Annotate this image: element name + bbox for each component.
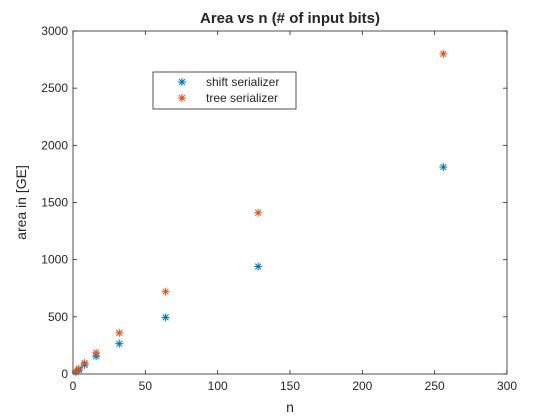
data-point bbox=[80, 359, 89, 368]
x-tick-label: 50 bbox=[139, 379, 153, 393]
y-axis-ticks: 0 500 1000 1500 2000 2500 3000 bbox=[41, 24, 507, 381]
data-points bbox=[71, 49, 448, 377]
x-axis-ticks: 0 50 100 150 200 250 300 bbox=[70, 31, 517, 393]
chart-title: Area vs n (# of input bits) bbox=[200, 10, 380, 27]
x-tick-label: 300 bbox=[497, 379, 517, 393]
data-point bbox=[92, 348, 101, 357]
y-tick-label: 2500 bbox=[41, 81, 68, 95]
legend-marker bbox=[178, 94, 186, 102]
data-point bbox=[115, 328, 124, 337]
data-point bbox=[161, 313, 170, 322]
y-tick-label: 0 bbox=[61, 367, 68, 381]
x-axis-label: n bbox=[286, 399, 294, 415]
x-tick-label: 250 bbox=[425, 379, 445, 393]
y-tick-label: 500 bbox=[48, 310, 68, 324]
data-point bbox=[161, 287, 170, 296]
y-tick-label: 3000 bbox=[41, 24, 68, 38]
y-tick-label: 1000 bbox=[41, 253, 68, 267]
x-tick-label: 200 bbox=[352, 379, 372, 393]
data-point bbox=[74, 364, 83, 373]
legend-label: shift serializer bbox=[206, 75, 279, 89]
legend-label: tree serializer bbox=[206, 91, 278, 105]
legend-box bbox=[152, 71, 297, 110]
data-point bbox=[254, 262, 263, 271]
series-tree-serializer bbox=[71, 49, 448, 376]
x-tick-label: 150 bbox=[280, 379, 300, 393]
data-point bbox=[439, 49, 448, 58]
data-point bbox=[439, 163, 448, 172]
data-point bbox=[115, 339, 124, 348]
legend-marker bbox=[178, 78, 186, 86]
legend: shift serializer tree serializer bbox=[152, 71, 297, 110]
y-axis-label: area in [GE] bbox=[13, 165, 29, 240]
data-point bbox=[254, 208, 263, 217]
y-tick-label: 1500 bbox=[41, 196, 68, 210]
x-tick-label: 0 bbox=[70, 379, 77, 393]
y-tick-label: 2000 bbox=[41, 138, 68, 152]
x-tick-label: 100 bbox=[208, 379, 228, 393]
